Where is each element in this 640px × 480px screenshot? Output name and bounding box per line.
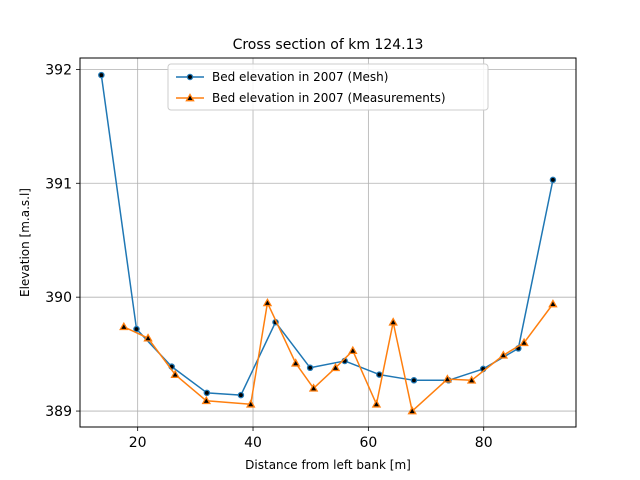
data-point xyxy=(98,71,105,79)
data-point xyxy=(290,358,301,367)
data-point xyxy=(186,73,194,81)
x-tick-label: 20 xyxy=(129,435,147,451)
y-tick-label: 391 xyxy=(45,176,72,192)
series-layer xyxy=(98,71,558,415)
plot-frame xyxy=(79,57,577,428)
x-tick-label: 80 xyxy=(475,435,493,451)
data-point xyxy=(371,399,382,408)
data-point xyxy=(388,317,398,326)
data-point xyxy=(201,395,212,405)
x-axis-label: Distance from left bank [m] xyxy=(245,458,411,472)
data-point xyxy=(119,321,129,331)
data-point xyxy=(245,399,256,408)
legend-label: Bed elevation in 2007 (Mesh) xyxy=(212,70,388,84)
data-point xyxy=(348,345,358,355)
series-line xyxy=(123,302,554,412)
legend-item: Bed elevation in 2007 (Measurements) xyxy=(176,91,446,105)
data-point xyxy=(306,364,314,372)
data-point xyxy=(519,337,529,347)
data-point xyxy=(376,371,383,378)
legend-item: Bed elevation in 2007 (Mesh) xyxy=(176,70,388,84)
data-point xyxy=(143,333,153,342)
legend-label: Bed elevation in 2007 (Measurements) xyxy=(212,91,446,105)
data-point xyxy=(549,176,557,184)
data-point xyxy=(185,93,195,102)
x-tick-label: 40 xyxy=(244,435,262,451)
data-point xyxy=(330,362,341,372)
data-point xyxy=(237,391,245,399)
data-point xyxy=(133,325,140,333)
data-point xyxy=(410,377,418,384)
legend-box xyxy=(167,63,489,111)
series-1 xyxy=(98,71,557,399)
data-point xyxy=(466,375,477,384)
data-point xyxy=(170,369,180,378)
legend: Bed elevation in 2007 (Mesh) Bed elevatio… xyxy=(167,63,489,111)
series-2 xyxy=(119,297,558,415)
ticks: 20 40 60 80 389 390 391 392 xyxy=(45,62,492,451)
grid xyxy=(80,58,576,427)
data-point xyxy=(548,299,558,308)
data-point xyxy=(308,383,319,392)
data-point xyxy=(442,374,453,383)
x-tick-label: 60 xyxy=(359,435,377,451)
data-point xyxy=(498,350,509,359)
series-line xyxy=(100,74,554,396)
y-tick-label: 389 xyxy=(45,404,72,420)
y-tick-label: 392 xyxy=(45,62,72,78)
y-axis-label: Elevation [m.a.s.l] xyxy=(18,188,32,297)
data-point xyxy=(407,406,417,415)
chart-title: Cross section of km 124.13 xyxy=(233,37,424,53)
data-point xyxy=(262,297,273,307)
y-tick-label: 390 xyxy=(45,290,72,306)
data-point xyxy=(203,389,211,397)
